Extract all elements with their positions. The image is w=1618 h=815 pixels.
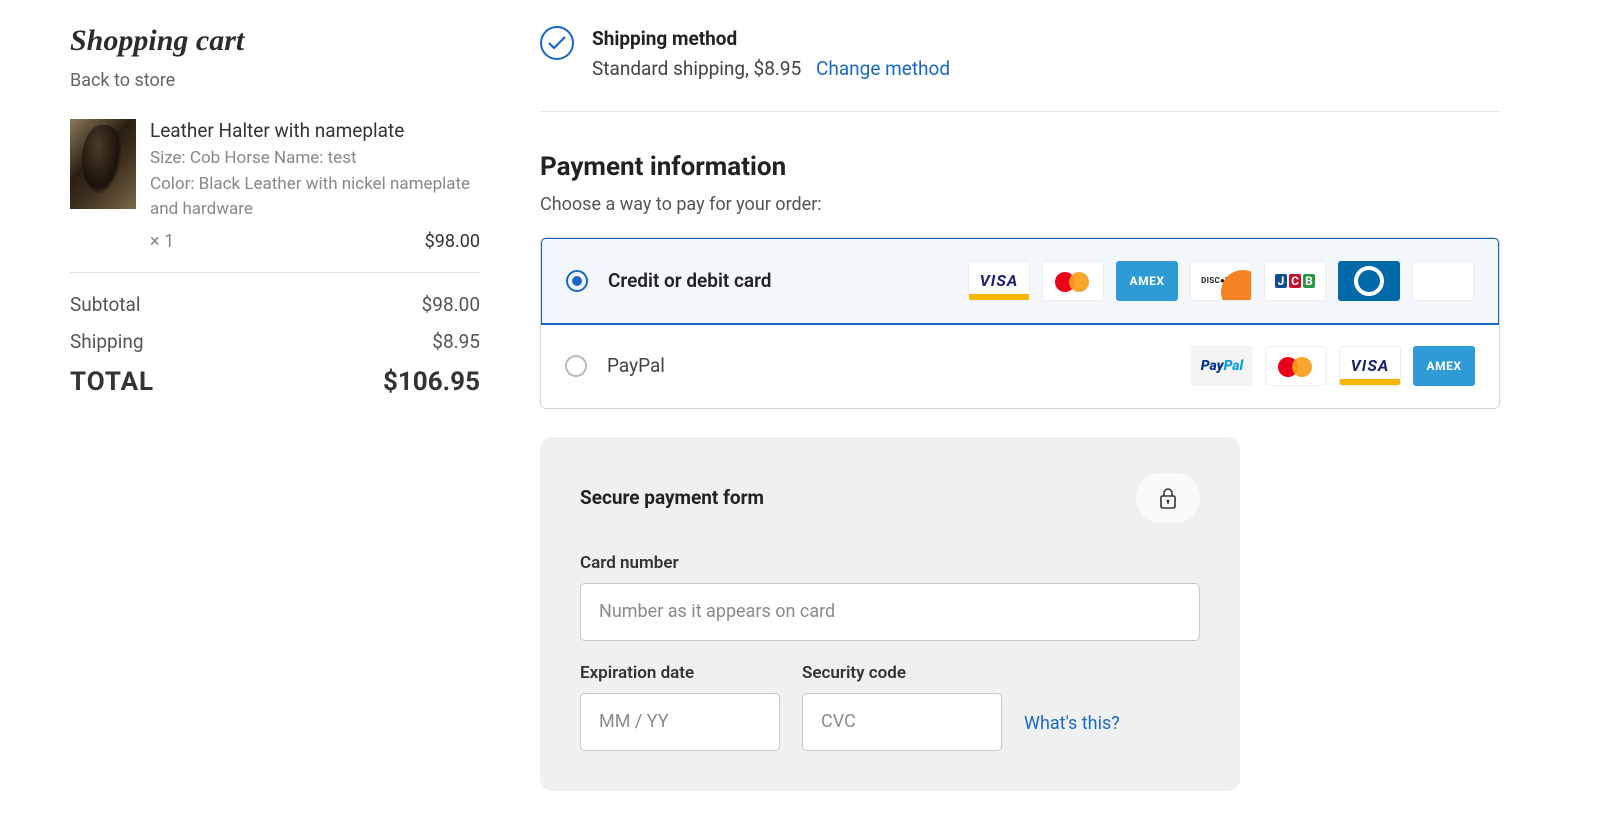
- cart-item-qty: × 1: [150, 231, 174, 252]
- shipping-method-detail: Standard shipping, $8.95: [592, 57, 801, 80]
- amex-icon: AMEX: [1413, 346, 1475, 386]
- unionpay-icon: [1412, 261, 1474, 301]
- radio-icon: [566, 270, 588, 292]
- payment-method-group: Credit or debit card VISA AMEX DISC●VER …: [540, 237, 1500, 409]
- cart-item-name: Leather Halter with nameplate: [150, 119, 480, 142]
- shipping-method-block: Shipping method Standard shipping, $8.95…: [540, 24, 1500, 112]
- whats-this-link[interactable]: What's this?: [1024, 713, 1120, 751]
- card-number-input[interactable]: [580, 583, 1200, 641]
- payment-option-card[interactable]: Credit or debit card VISA AMEX DISC●VER …: [540, 237, 1500, 325]
- mastercard-icon: [1265, 346, 1327, 386]
- visa-icon: VISA: [968, 261, 1030, 301]
- back-to-store-link[interactable]: Back to store: [70, 70, 175, 91]
- payment-option-card-label: Credit or debit card: [608, 269, 948, 292]
- diners-icon: [1338, 261, 1400, 301]
- paypal-icon: PayPal: [1191, 346, 1253, 386]
- cvc-input[interactable]: [802, 693, 1002, 751]
- discover-icon: DISC●VER: [1190, 261, 1252, 301]
- shipping-method-title: Shipping method: [592, 24, 950, 54]
- subtotal-value: $98.00: [422, 293, 480, 316]
- cart-item-price: $98.00: [425, 231, 480, 252]
- subtotal-row: Subtotal $98.00: [70, 293, 480, 316]
- cart-sidebar: Shopping cart Back to store Leather Halt…: [70, 24, 480, 791]
- expiration-label: Expiration date: [580, 663, 780, 683]
- payment-option-paypal[interactable]: PayPal PayPal VISA AMEX: [541, 324, 1499, 408]
- visa-icon: VISA: [1339, 346, 1401, 386]
- check-icon: [540, 26, 574, 60]
- card-number-label: Card number: [580, 553, 1200, 573]
- change-shipping-link[interactable]: Change method: [816, 57, 950, 80]
- cart-item: Leather Halter with nameplate Size: Cob …: [70, 119, 480, 273]
- cvc-label: Security code: [802, 663, 1002, 683]
- secure-form-title: Secure payment form: [580, 486, 764, 509]
- total-label: TOTAL: [70, 367, 154, 397]
- payment-option-paypal-label: PayPal: [607, 354, 1171, 377]
- paypal-brand-logos: PayPal VISA AMEX: [1191, 346, 1475, 386]
- shipping-label: Shipping: [70, 330, 144, 353]
- amex-icon: AMEX: [1116, 261, 1178, 301]
- radio-icon: [565, 355, 587, 377]
- cart-item-meta: Size: Cob Horse Name: test Color: Black …: [150, 146, 480, 223]
- total-row: TOTAL $106.95: [70, 367, 480, 397]
- secure-payment-panel: Secure payment form Card number Expirati…: [540, 437, 1240, 791]
- subtotal-label: Subtotal: [70, 293, 140, 316]
- cart-item-thumbnail: [70, 119, 136, 209]
- checkout-main: Shipping method Standard shipping, $8.95…: [540, 24, 1500, 791]
- card-brand-logos: VISA AMEX DISC●VER JCB: [968, 261, 1474, 301]
- shipping-row: Shipping $8.95: [70, 330, 480, 353]
- cart-title: Shopping cart: [70, 24, 480, 58]
- mastercard-icon: [1042, 261, 1104, 301]
- expiration-input[interactable]: [580, 693, 780, 751]
- lock-icon: [1136, 473, 1200, 523]
- payment-sub: Choose a way to pay for your order:: [540, 194, 1500, 215]
- payment-heading: Payment information: [540, 152, 1500, 182]
- shipping-value: $8.95: [432, 330, 480, 353]
- jcb-icon: JCB: [1264, 261, 1326, 301]
- total-value: $106.95: [383, 367, 480, 397]
